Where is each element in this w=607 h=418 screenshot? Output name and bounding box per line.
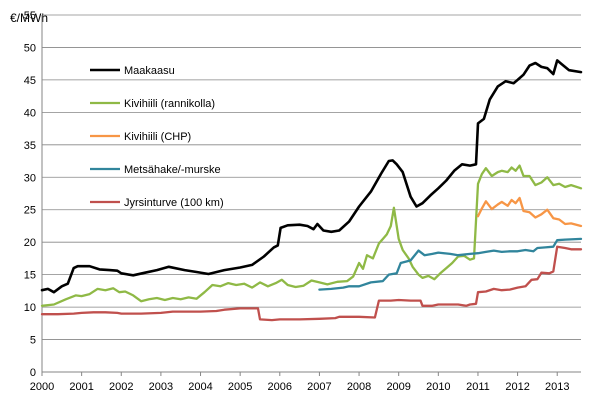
legend-label-jyrsinturve-100-km: Jyrsinturve (100 km) [124,197,224,209]
y-tick-label: 10 [24,302,36,314]
x-tick-labels: 2000 2001 2002 2003 2004 2005 2006 2007 2008 2009… [30,381,570,393]
series-line-kivihiili-chp [476,196,583,228]
x-tick-label: 2012 [505,381,529,393]
series-line-metsähake-murske [318,237,583,291]
y-tick-label: 0 [30,367,36,379]
x-tick-label: 2004 [188,381,212,393]
gridlines [42,14,581,340]
x-tick-label: 2003 [149,381,173,393]
x-tick-label: 2001 [69,381,93,393]
legend-label-maakaasu: Maakaasu [124,65,175,77]
y-tick-label: 20 [24,237,36,249]
legend: Maakaasu Kivihiili (rannikolla) Kivihiili … [90,65,224,209]
series-line-kivihiili-rannikolla [40,164,583,307]
y-tick-label: 40 [24,107,36,119]
y-tick-label: 55 [24,10,36,22]
legend-label-kivihiili-rannikolla: Kivihiili (rannikolla) [124,98,215,110]
x-tick-label: 2013 [545,381,569,393]
x-tick-label: 2008 [347,381,371,393]
x-tick-label: 2007 [307,381,331,393]
legend-label-kivihiili-chp: Kivihiili (CHP) [124,131,191,143]
series-lines [40,59,583,322]
y-axis-unit-label: €/MWh [10,11,48,25]
y-tick-label: 15 [24,270,36,282]
x-tick-label: 2009 [386,381,410,393]
x-tick-label: 2005 [228,381,252,393]
x-tick-label: 2010 [426,381,450,393]
y-tick-label: 50 [24,42,36,54]
series-line-maakaasu [40,59,583,294]
x-tick-label: 2002 [109,381,133,393]
y-tick-label: 5 [30,335,36,347]
x-tick-label: 2006 [268,381,292,393]
series-line-jyrsinturve-100-km [40,245,583,322]
y-tick-labels: 0 5 10 15 20 25 30 35 40 45 50 55 [24,10,36,379]
legend-label-metsähake-murske: Metsähake/-murske [124,164,221,176]
y-tick-label: 30 [24,172,36,184]
x-tick-label: 2000 [30,381,54,393]
axes [41,15,581,376]
y-tick-label: 45 [24,75,36,87]
y-tick-label: 35 [24,140,36,152]
x-tick-label: 2011 [466,381,490,393]
y-tick-label: 25 [24,205,36,217]
